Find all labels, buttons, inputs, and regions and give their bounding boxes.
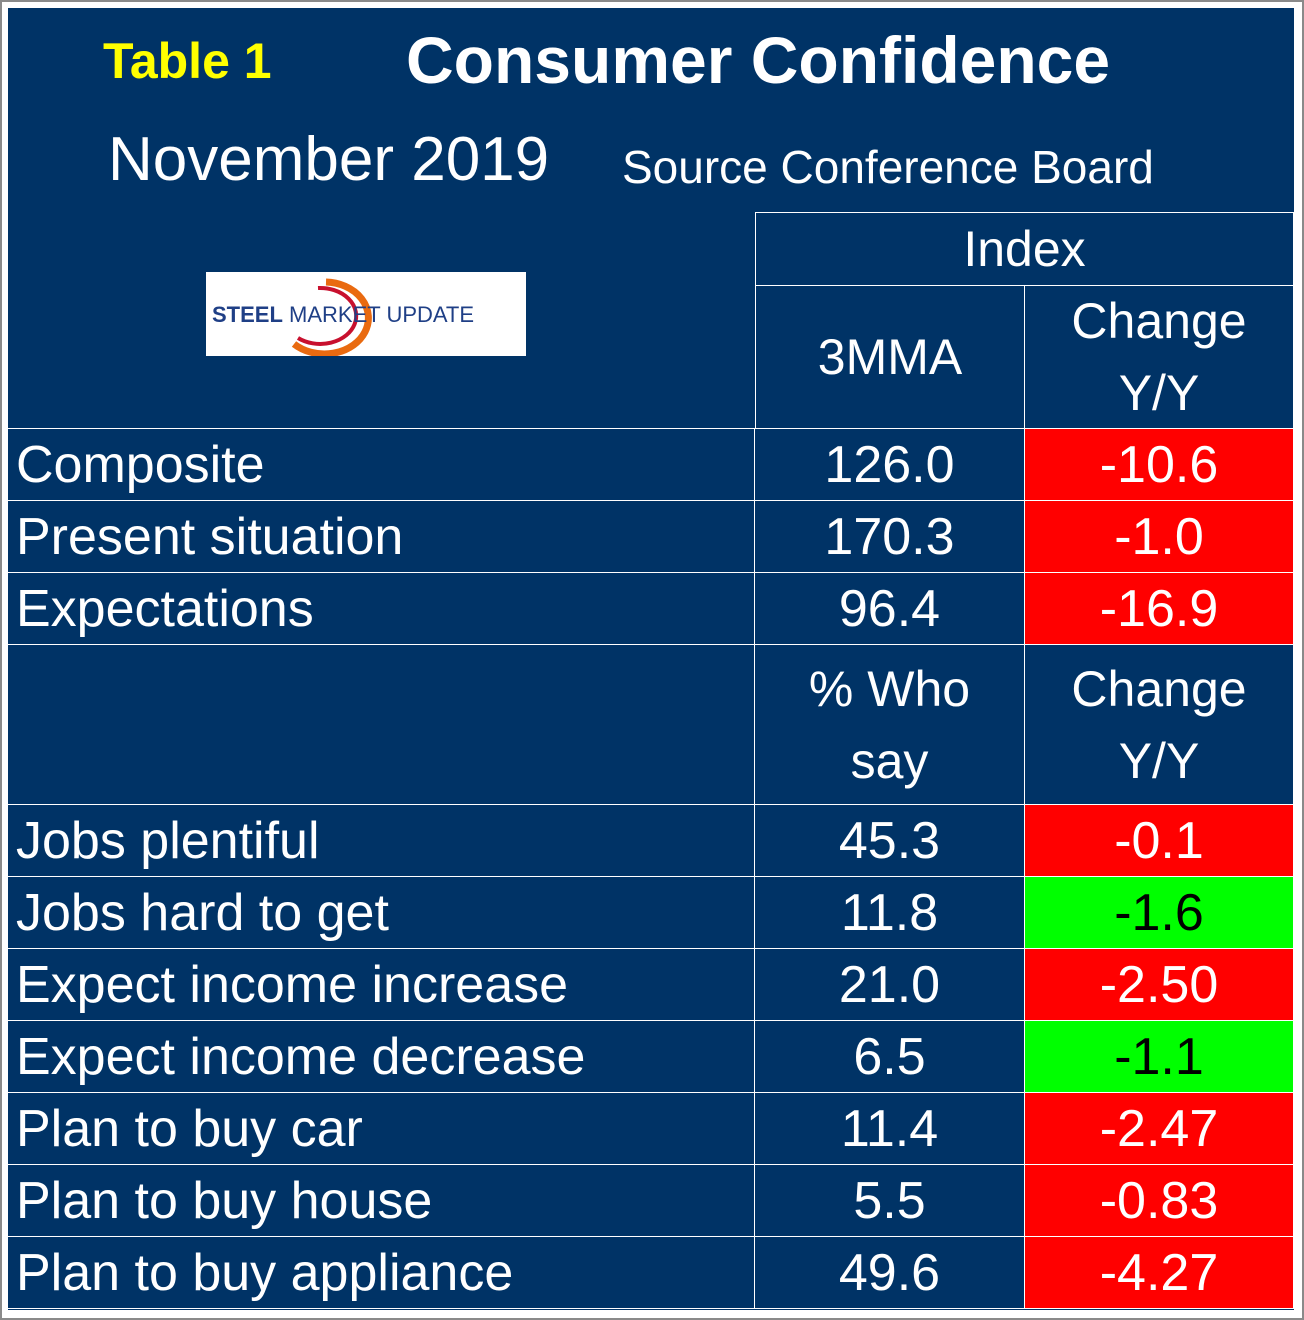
column-change-header-2: Change Y/Y [1025,645,1294,805]
steel-market-update-logo: STEEL MARKET UPDATE [206,272,526,356]
survey-row-change: -4.27 [1025,1237,1294,1309]
survey-row-value: 11.4 [755,1093,1025,1165]
survey-row-change: -0.1 [1025,805,1294,877]
survey-row-change: -2.47 [1025,1093,1294,1165]
logo-swoosh-icon [291,278,372,356]
index-row-value: 126.0 [755,429,1025,501]
table-number: Table 1 [103,33,272,89]
column-who-say-header-line: say [850,732,929,789]
logo-word-steel: STEEL [212,302,283,327]
page-title: Consumer Confidence [406,23,1111,97]
survey-row-change: -1.6 [1025,877,1294,949]
index-row-value: 170.3 [755,501,1025,573]
logo-text: STEEL MARKET UPDATE [212,302,474,328]
survey-row-label: Plan to buy car [8,1093,755,1165]
column-change-header: Change Y/Y [1025,286,1294,429]
index-row-label: Composite [8,429,755,501]
index-row-change: -10.6 [1025,429,1294,501]
survey-row-value: 45.3 [755,805,1025,877]
survey-row-label: Plan to buy appliance [8,1237,755,1309]
header-left-blank [8,212,755,429]
report-month: November 2019 [108,125,550,194]
survey-row-label: Jobs hard to get [8,877,755,949]
survey-row-value: 6.5 [755,1021,1025,1093]
logo-word-update: UPDATE [386,302,475,327]
survey-row-change: -1.1 [1025,1021,1294,1093]
survey-row-label: Expect income increase [8,949,755,1021]
survey-row-label: Plan to buy house [8,1165,755,1237]
column-3mma-header: 3MMA [755,286,1025,429]
survey-row-value: 11.8 [755,877,1025,949]
column-change-header-line: Y/Y [1118,365,1200,421]
survey-row-change: -0.83 [1025,1165,1294,1237]
column-change-header-line: Change [1071,293,1247,349]
column-who-say-header: % Who say [755,645,1025,805]
survey-row-label: Expect income decrease [8,1021,755,1093]
survey-row-value: 49.6 [755,1237,1025,1309]
survey-header-blank [8,645,755,805]
index-row-label: Expectations [8,573,755,645]
column-change-header-2-line: Y/Y [1118,732,1200,789]
source-note: Source Conference Board [622,141,1154,193]
column-change-header-2-line: Change [1071,660,1247,717]
column-who-say-header-line: % Who [808,660,971,717]
survey-row-value: 21.0 [755,949,1025,1021]
index-group-header: Index [755,212,1294,286]
survey-row-label: Jobs plentiful [8,805,755,877]
survey-row-value: 5.5 [755,1165,1025,1237]
index-row-change: -16.9 [1025,573,1294,645]
index-row-value: 96.4 [755,573,1025,645]
index-row-label: Present situation [8,501,755,573]
index-row-change: -1.0 [1025,501,1294,573]
logo-word-market: MARKET [289,302,381,327]
survey-row-change: -2.50 [1025,949,1294,1021]
